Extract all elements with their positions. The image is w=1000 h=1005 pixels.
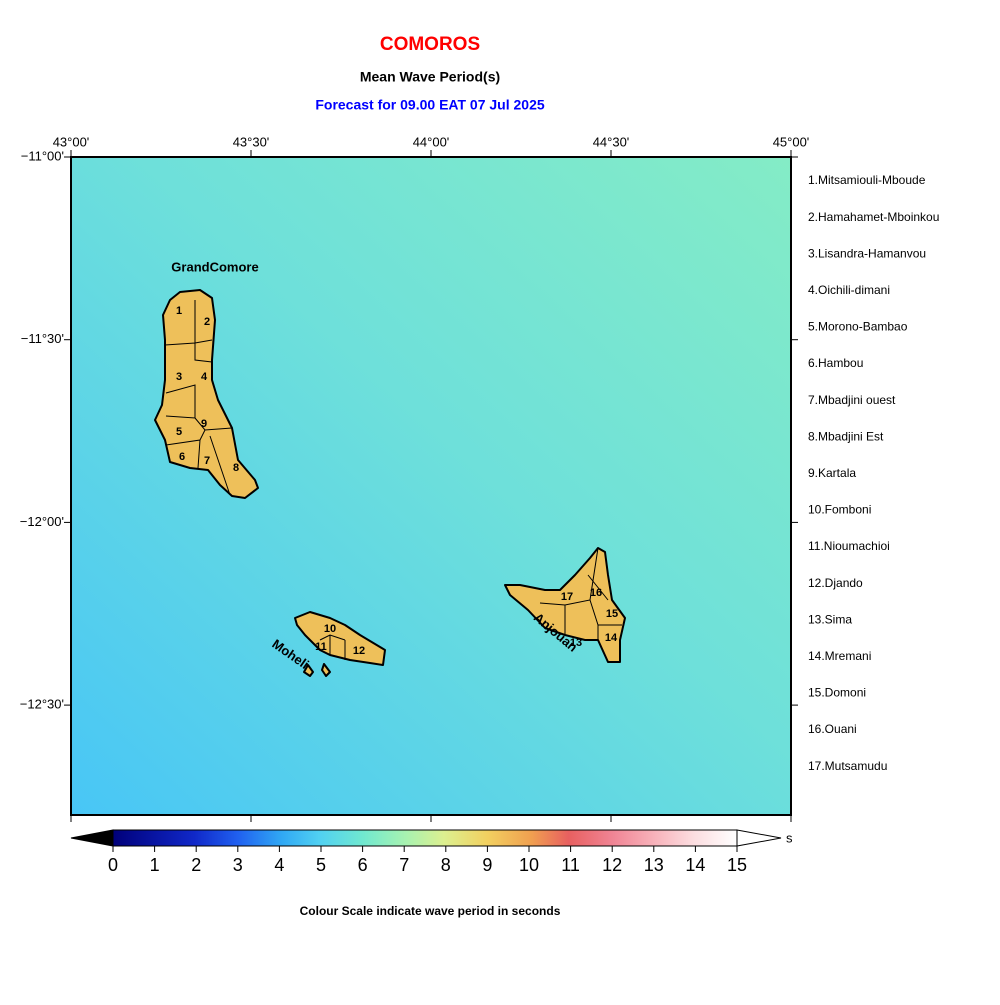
sea: [70, 156, 792, 816]
region-number: 17: [561, 591, 573, 603]
region-name: 15.Domoni: [808, 686, 866, 700]
region-number: 7: [204, 455, 210, 467]
lat-label: −11°30': [21, 331, 64, 346]
region-number: 15: [606, 608, 618, 620]
region-number: 4: [201, 371, 208, 383]
islands: [154, 289, 626, 677]
lon-label: 45°00': [773, 134, 810, 149]
subtitle: Mean Wave Period(s): [360, 69, 500, 85]
colorbar-unit: s: [786, 830, 793, 845]
region-name: 13.Sima: [808, 612, 852, 626]
region-name: 6.Hambou: [808, 356, 863, 370]
colorbar-label: 10: [519, 855, 539, 875]
region-name: 11.Nioumachioi: [808, 539, 890, 553]
forecast: Forecast for 09.00 EAT 07 Jul 2025: [315, 97, 545, 113]
colorbar-label: 7: [399, 855, 409, 875]
lat-label: −11°00': [21, 148, 64, 163]
region-number: 16: [590, 587, 602, 599]
colorbar-label: 3: [233, 855, 243, 875]
region-name: 17.Mutsamudu: [808, 759, 887, 773]
colorbar-under: [70, 829, 114, 847]
colorbar-label: 8: [441, 855, 451, 875]
colorbar-label: 6: [358, 855, 368, 875]
region-number: 11: [315, 641, 327, 653]
region-number: 8: [233, 462, 239, 474]
region-number: 9: [201, 418, 207, 430]
region-name: 9.Kartala: [808, 466, 856, 480]
region-number: 1: [176, 305, 182, 317]
colorbar-label: 14: [685, 855, 705, 875]
colorbar-label: 4: [274, 855, 284, 875]
lon-label: 44°00': [413, 134, 450, 149]
region-name: 2.Hamahamet-Mboinkou: [808, 210, 939, 224]
region-name: 12.Djando: [808, 576, 863, 590]
region-number: 3: [176, 371, 182, 383]
colorbar-label: 9: [482, 855, 492, 875]
island-name: GrandComore: [171, 259, 258, 274]
lat-label: −12°30': [20, 697, 64, 712]
lon-label: 44°30': [593, 134, 630, 149]
colorbar-label: 0: [108, 855, 118, 875]
lon-label: 43°00': [53, 134, 90, 149]
region-name: 4.Oichili-dimani: [808, 283, 890, 297]
colorbar-label: 12: [602, 855, 622, 875]
region-name: 14.Mremani: [808, 649, 871, 663]
colorbar-label: 13: [644, 855, 664, 875]
region-number: 6: [179, 451, 185, 463]
region-number: 12: [353, 645, 365, 657]
colorbar-caption: Colour Scale indicate wave period in sec…: [300, 904, 561, 918]
region-name: 5.Morono-Bambao: [808, 320, 908, 334]
colorbar-label: 11: [561, 855, 580, 875]
lon-label: 43°30': [233, 134, 270, 149]
lat-label: −12°00': [20, 514, 64, 529]
region-name: 1.Mitsamiouli-Mboude: [808, 173, 926, 187]
region-number: 2: [204, 316, 210, 328]
colorbar-label: 1: [150, 855, 160, 875]
region-name: 16.Ouani: [808, 722, 857, 736]
region-name: 7.Mbadjini ouest: [808, 393, 896, 407]
region-number: 10: [324, 623, 336, 635]
colorbar-over: [736, 829, 782, 847]
region-name: 3.Lisandra-Hamanvou: [808, 246, 926, 260]
title: COMOROS: [380, 34, 480, 55]
colorbar-label: 2: [191, 855, 201, 875]
colorbar-label: 15: [727, 855, 747, 875]
region-number: 13: [570, 637, 582, 649]
region-number: 14: [605, 632, 618, 644]
colorbar-label: 5: [316, 855, 326, 875]
region-name: 8.Mbadjini Est: [808, 429, 884, 443]
region-number: 5: [176, 426, 182, 438]
region-name: 10.Fomboni: [808, 503, 871, 517]
colorbar: [112, 829, 738, 847]
